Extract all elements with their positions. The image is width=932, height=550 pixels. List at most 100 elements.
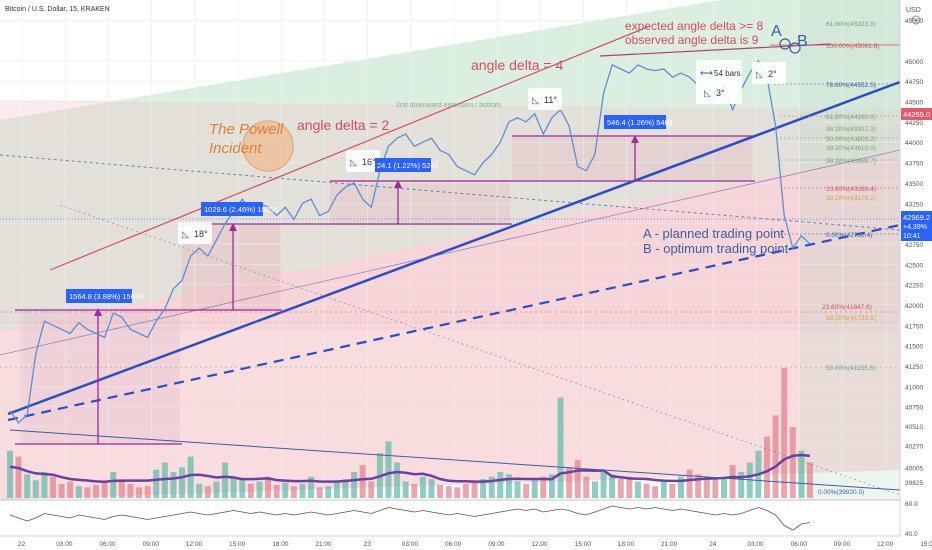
volume-bar xyxy=(531,479,538,498)
price-change-text: +4.39% xyxy=(903,224,927,231)
volume-bar xyxy=(265,476,272,498)
x-tick-label: 12:00 xyxy=(186,541,203,548)
expected-angle-delta-label: expected angle delta >= 8 xyxy=(625,19,763,33)
price-axis[interactable]: 45500 45000 44750 44500 44250 44000 43750 43500… xyxy=(905,18,923,487)
main-blue-trendline[interactable] xyxy=(7,80,900,416)
volume-bar xyxy=(626,476,633,498)
x-tick-label: 09:00 xyxy=(488,541,505,548)
point-a-marker xyxy=(779,38,791,50)
volume-bar xyxy=(316,487,323,498)
volume-bar xyxy=(480,479,487,498)
volume-bar xyxy=(7,450,13,498)
volume-bar xyxy=(342,479,349,498)
x-tick-label: 12:00 xyxy=(877,541,894,548)
measure-brackets xyxy=(15,135,755,445)
x-tick-label: 06:00 xyxy=(445,541,462,548)
price-series[interactable] xyxy=(9,59,811,424)
angle-label: 16° xyxy=(362,157,376,167)
y-tick-label: 44250 xyxy=(905,120,923,127)
chart-title: Bitcoin / U.S. Dollar, 15, KRAKEN xyxy=(5,6,110,13)
angle-delta-4-label: angle delta = 4 xyxy=(471,57,563,73)
volume-bar xyxy=(686,469,693,498)
volume-bar xyxy=(333,481,340,498)
volume-bar xyxy=(153,469,160,498)
fib-label: 50.00%(41135.6) xyxy=(826,365,875,372)
volume-bar xyxy=(419,476,426,498)
angle-badge: ◺ 18° xyxy=(178,222,212,244)
y-tick-label: 42250 xyxy=(905,283,923,290)
volume-bar xyxy=(720,476,727,498)
mid-channel-line xyxy=(0,154,900,231)
y-tick-label: 43750 xyxy=(905,161,923,168)
upper-price-tag: 44269.0 xyxy=(901,108,932,120)
y-tick-label: 41500 xyxy=(905,344,923,351)
pink-lower-zone xyxy=(0,100,900,330)
volume-bar xyxy=(660,481,667,498)
fib-label: 100.00%(45061.8) xyxy=(826,43,880,50)
fib-label: 23.60%(41847.6) xyxy=(822,304,872,311)
volume-bar xyxy=(789,427,796,498)
price-axis-bg xyxy=(900,0,932,550)
measure-label: 1029.6 (2.46%) 10296 xyxy=(201,202,278,216)
volume-bar xyxy=(703,476,710,498)
price-line[interactable] xyxy=(9,59,811,424)
x-tick-label: 03:00 xyxy=(747,541,764,548)
fib-label: 23.60%(43269.4) xyxy=(826,186,876,193)
angle-label: 11° xyxy=(544,95,557,105)
volume-bar xyxy=(32,480,39,498)
right-shade-zone xyxy=(800,0,900,500)
x-tick-label: 22 xyxy=(18,541,26,548)
angle-icon: ◺ xyxy=(704,88,711,98)
volume-bar xyxy=(677,476,684,498)
volume-bar xyxy=(497,472,504,498)
volume-bar xyxy=(411,483,418,498)
observed-angle-delta-label: observed angle delta is 9 xyxy=(625,33,759,47)
volume-bar xyxy=(634,481,641,498)
measure-label-text: 24.1 (1.22%) 5241 xyxy=(377,161,439,170)
volume-bar xyxy=(669,483,676,498)
volume-bar xyxy=(462,483,469,498)
volume-bar xyxy=(359,464,366,498)
fib-label: 38.20%(43927.3) xyxy=(826,126,876,133)
point-b-label: B xyxy=(797,33,808,50)
box-zone-1 xyxy=(20,310,180,445)
y-tick-label: 44500 xyxy=(905,100,923,107)
volume-bar xyxy=(764,436,770,498)
box-zone-3 xyxy=(330,180,510,225)
volume-bar xyxy=(41,472,48,498)
point-a-label: A xyxy=(771,23,782,40)
volume-bar xyxy=(187,456,194,498)
x-tick-label: 03:00 xyxy=(56,541,73,548)
volume-bar xyxy=(540,476,547,498)
x-tick-label: 12:00 xyxy=(531,541,548,548)
volume-bar xyxy=(368,481,375,498)
angle-icon: ◺ xyxy=(532,95,539,105)
angle-icon: ◺ xyxy=(350,157,357,167)
x-tick-label: 21:00 xyxy=(661,541,678,548)
angle-badge: ⟷ 54 bars ◺ 3° xyxy=(696,60,742,104)
settings-icon[interactable] xyxy=(911,15,921,25)
angle-icon: ◺ xyxy=(182,229,189,239)
angle-badge: ◺ 16° xyxy=(346,150,380,172)
y-tick-label: 41000 xyxy=(905,384,923,391)
volume-bar xyxy=(600,472,607,498)
time-axis[interactable]: 22 03:00 06:00 09:00 12:00 15:00 18:00 21:00 23 0… xyxy=(18,541,932,548)
volume-bar xyxy=(738,472,745,498)
legend-point-b: B - optimum trading point xyxy=(643,241,789,256)
fib-label: 78.60%(44552.5) xyxy=(826,82,876,89)
measure-3-arrowhead xyxy=(394,180,402,188)
osc-tick-label: 40.0 xyxy=(905,531,918,538)
volume-bar xyxy=(505,474,512,498)
angle-icon: ◺ xyxy=(756,69,763,79)
channel-zones xyxy=(0,0,900,500)
volume-bar xyxy=(213,481,220,498)
y-tick-label: 44000 xyxy=(905,140,923,147)
y-tick-label: 40270 xyxy=(905,444,923,451)
volume-bars xyxy=(7,368,813,498)
oscillator-pane-bg xyxy=(0,500,900,536)
trend-lines xyxy=(0,25,900,496)
y-tick-label: 45000 xyxy=(905,59,923,66)
volume-bar xyxy=(24,474,31,498)
current-price-text: 42969.2 xyxy=(903,213,930,222)
